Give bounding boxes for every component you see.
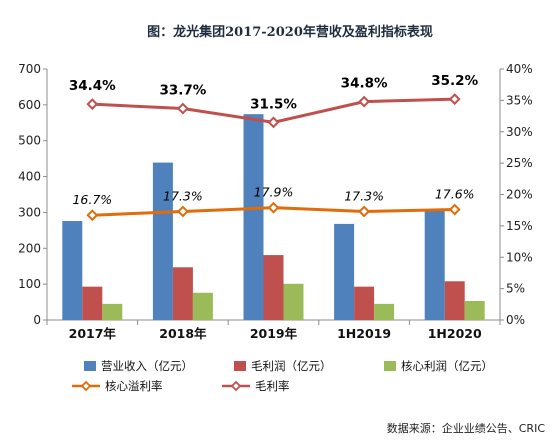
y-left-tick-label: 100 xyxy=(18,277,41,291)
x-tick-label: 1H2020 xyxy=(428,326,482,341)
core-margin-label: 17.3% xyxy=(163,188,203,203)
legend-swatch-bar-2 xyxy=(234,361,246,371)
source-note: 数据来源：企业业绩公告、CRIC xyxy=(387,421,546,435)
bar-1 xyxy=(62,221,83,320)
bar-1 xyxy=(424,209,445,320)
axes: 0 100 200 300 400 500 600 700 0% 5% 10% 15% 20% 25% 30… xyxy=(18,62,533,341)
bar-3 xyxy=(464,300,485,320)
legend-label: 核心溢利率 xyxy=(105,379,163,393)
gross-margin-label: 31.5% xyxy=(250,96,297,112)
bars xyxy=(62,114,485,321)
line-marker-1 xyxy=(267,201,280,214)
core-margin-label: 16.7% xyxy=(72,192,112,207)
legend-swatch-bar-3 xyxy=(384,361,396,371)
line-marker-2 xyxy=(448,93,461,106)
gross-margin-label: 34.4% xyxy=(69,78,116,94)
y-left-tick-label: 200 xyxy=(18,241,41,255)
y-right-tick-label: 0% xyxy=(506,313,525,327)
gross-margin-label: 35.2% xyxy=(431,73,478,89)
legend-marker xyxy=(80,380,92,392)
y-right-tick-label: 20% xyxy=(506,188,533,202)
y-left-tick-label: 400 xyxy=(18,170,41,184)
x-tick-label: 1H2019 xyxy=(337,326,391,341)
bar-2 xyxy=(82,286,103,320)
x-tick-label: 2017年 xyxy=(69,326,117,341)
y-right-tick-label: 30% xyxy=(506,125,533,139)
y-left-tick-label: 0 xyxy=(33,313,41,327)
legend-label: 毛利率 xyxy=(255,379,290,393)
y-right-tick-label: 15% xyxy=(506,219,533,233)
line-marker-2 xyxy=(358,95,371,108)
bar-3 xyxy=(283,283,304,320)
y-right-tick-label: 5% xyxy=(506,282,525,296)
line-marker-1 xyxy=(358,205,371,218)
bar-1 xyxy=(152,162,173,320)
y-right-tick-label: 10% xyxy=(506,250,533,264)
line-marker-2 xyxy=(176,102,189,115)
y-left-tick-label: 500 xyxy=(18,134,41,148)
lines: 16.7% 17.3% 17.9% 17.3% 17.6% 34.4% 33.7% 31.5%… xyxy=(69,73,479,222)
x-tick-label: 2018年 xyxy=(159,326,207,341)
y-left-tick-label: 600 xyxy=(18,98,41,112)
core-margin-label: 17.6% xyxy=(435,187,475,202)
y-right-tick-label: 25% xyxy=(506,156,533,170)
bar-3 xyxy=(374,303,395,320)
legend-swatch-bar-1 xyxy=(84,361,96,371)
bar-2 xyxy=(172,267,193,320)
y-left-tick-label: 300 xyxy=(18,205,41,219)
gross-margin-label: 33.7% xyxy=(159,83,206,99)
line-marker-1 xyxy=(86,209,99,222)
line-marker-2 xyxy=(86,98,99,111)
gross-margin-label: 34.8% xyxy=(341,76,388,92)
bar-3 xyxy=(192,292,213,320)
bar-2 xyxy=(444,281,465,320)
bar-3 xyxy=(102,303,123,320)
bar-2 xyxy=(263,255,284,320)
y-right-tick-label: 40% xyxy=(506,62,533,76)
bar-1 xyxy=(334,223,355,320)
core-margin-label: 17.3% xyxy=(344,188,384,203)
bar-2 xyxy=(354,286,375,320)
line-marker-2 xyxy=(267,116,280,129)
line-marker-1 xyxy=(448,203,461,216)
legend-label: 核心利润（亿元） xyxy=(401,359,493,373)
legend: 营业收入（亿元） 毛利润（亿元） 核心利润（亿元） 核心溢利率 毛利率 xyxy=(72,359,493,393)
y-left-tick-label: 700 xyxy=(18,62,41,76)
bar-1 xyxy=(243,114,264,321)
y-right-tick-label: 35% xyxy=(506,93,533,107)
line-marker-1 xyxy=(176,205,189,218)
chart-title: 图：龙光集团2017-2020年营收及盈利指标表现 xyxy=(147,24,433,40)
legend-label: 营业收入（亿元） xyxy=(101,359,193,373)
legend-marker xyxy=(230,380,242,392)
legend-label: 毛利润（亿元） xyxy=(251,359,332,373)
core-margin-label: 17.9% xyxy=(254,185,294,200)
x-tick-label: 2019年 xyxy=(250,326,298,341)
